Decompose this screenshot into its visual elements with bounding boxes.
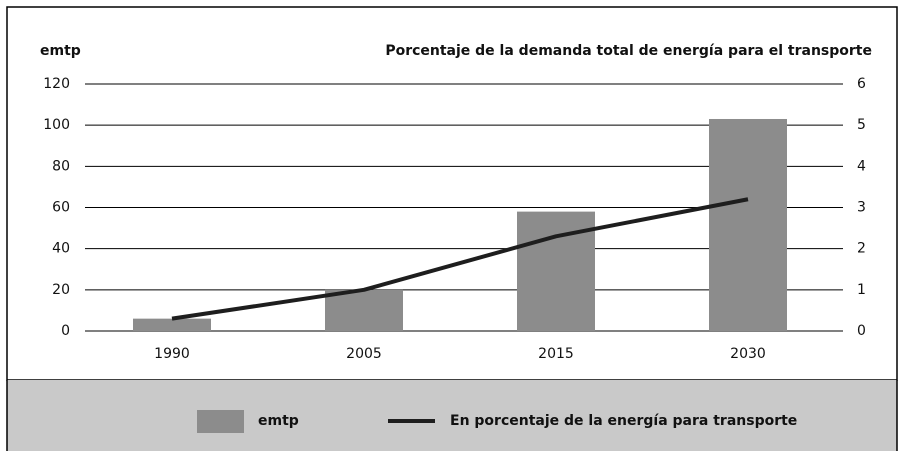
y2-tick-label: 4 — [857, 158, 866, 174]
y-tick-label: 0 — [61, 323, 70, 339]
line-series — [171, 197, 749, 321]
y2-tick-label: 2 — [857, 241, 866, 257]
y2-tick-label: 6 — [857, 76, 866, 92]
y-axis-title: emtp — [40, 43, 81, 59]
bar — [709, 118, 787, 331]
y2-tick-label: 5 — [857, 117, 866, 133]
y-tick-label: 40 — [52, 241, 70, 257]
y2-tick-label: 0 — [857, 323, 866, 339]
y-tick-label: 80 — [52, 158, 70, 174]
y2-axis-title: Porcentaje de la demanda total de energí… — [385, 43, 872, 59]
y-tick-label: 100 — [43, 117, 70, 133]
y-tick-label: 60 — [52, 200, 70, 216]
x-tick-label: 2015 — [538, 346, 574, 362]
legend-label: emtp — [258, 413, 299, 429]
legend-label: En porcentaje de la energía para transpo… — [450, 413, 797, 429]
y-tick-label: 120 — [43, 76, 70, 92]
y2-tick-label: 1 — [857, 282, 866, 298]
legend-swatch — [197, 410, 244, 433]
y-tick-label: 20 — [52, 282, 70, 298]
bar — [325, 289, 403, 331]
x-tick-label: 2005 — [346, 346, 382, 362]
legend-band — [7, 380, 897, 451]
y2-tick-label: 3 — [857, 200, 866, 216]
x-tick-label: 1990 — [154, 346, 190, 362]
bar — [133, 318, 211, 331]
x-tick-label: 2030 — [730, 346, 766, 362]
